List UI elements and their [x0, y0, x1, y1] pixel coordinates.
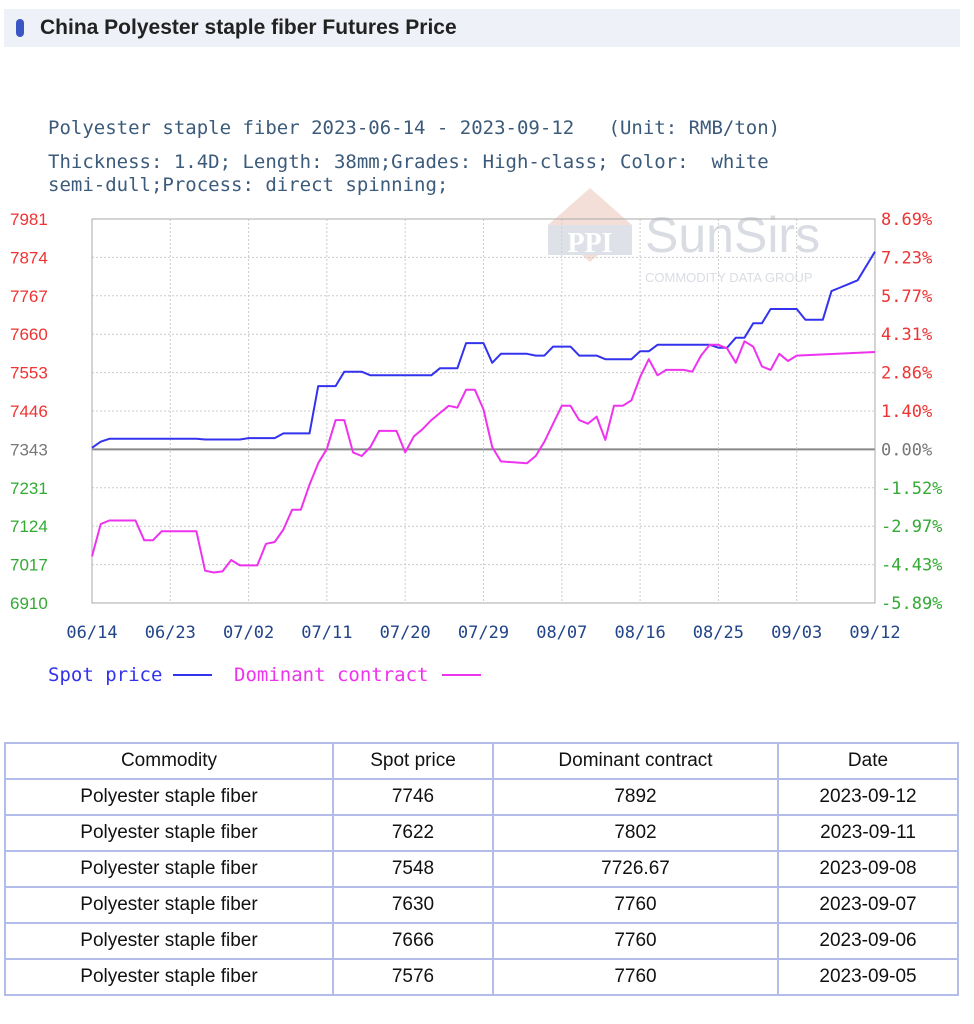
y-right-tick-label: -2.97% [881, 517, 942, 537]
sunsirs-watermark: PPI SunSirs COMMODITY DATA GROUP [548, 188, 820, 285]
axis-ticks: 7981 8.69% 7874 7.23% 7767 5.77% 7660 4.31% 7553… [10, 210, 942, 643]
y-right-tick-label: 2.86% [881, 364, 932, 384]
y-left-tick-label: 7660 [10, 325, 48, 344]
watermark-subtext: COMMODITY DATA GROUP [645, 270, 813, 285]
y-left-tick-label: 7231 [10, 479, 48, 498]
cell-date: 2023-09-08 [777, 850, 959, 888]
x-tick-label: 07/11 [301, 623, 352, 643]
cell-commodity: Polyester staple fiber [4, 922, 334, 960]
chart-legend: Spot price Dominant contract [48, 664, 481, 686]
x-tick-label: 08/25 [693, 623, 744, 643]
y-left-tick-label: 7446 [10, 402, 48, 421]
y-right-tick-label: 5.77% [881, 287, 932, 307]
x-tick-label: 09/03 [771, 623, 822, 643]
y-left-tick-label: 7874 [10, 248, 48, 267]
table-row: Polyester staple fiber 7622 7802 2023-09… [4, 814, 959, 852]
cell-date: 2023-09-07 [777, 886, 959, 924]
y-left-tick-label: 7343 [10, 440, 48, 459]
cell-commodity: Polyester staple fiber [4, 778, 334, 816]
cell-spot-price: 7548 [332, 850, 494, 888]
y-right-tick-label: 7.23% [881, 248, 932, 268]
cell-spot-price: 7622 [332, 814, 494, 852]
y-left-tick-label: 7124 [10, 517, 48, 536]
cell-date: 2023-09-05 [777, 958, 959, 996]
cell-spot-price: 7630 [332, 886, 494, 924]
y-right-tick-label: 1.40% [881, 402, 932, 422]
cell-commodity: Polyester staple fiber [4, 958, 334, 996]
y-right-tick-label: 0.00% [881, 440, 932, 460]
page-header: China Polyester staple fiber Futures Pri… [4, 9, 960, 47]
legend-label-dominant-contract: Dominant contract [234, 664, 428, 686]
y-right-tick-label: 8.69% [881, 210, 932, 230]
chart-series [91, 251, 876, 574]
table-row: Polyester staple fiber 7548 7726.67 2023… [4, 850, 959, 888]
x-tick-label: 06/23 [145, 623, 196, 643]
cell-date: 2023-09-11 [777, 814, 959, 852]
cell-commodity: Polyester staple fiber [4, 850, 334, 888]
table-row: Polyester staple fiber 7746 7892 2023-09… [4, 778, 959, 816]
table-header-dominant-contract: Dominant contract [492, 742, 779, 780]
y-left-tick-label: 6910 [10, 594, 48, 613]
x-tick-label: 07/02 [223, 623, 274, 643]
watermark-diamond-icon [548, 188, 632, 262]
page-title: China Polyester staple fiber Futures Pri… [40, 16, 457, 39]
cell-date: 2023-09-12 [777, 778, 959, 816]
series-line-spot-price [91, 251, 876, 449]
cell-commodity: Polyester staple fiber [4, 886, 334, 924]
cell-dominant-contract: 7802 [492, 814, 779, 852]
x-tick-label: 09/12 [849, 623, 900, 643]
y-left-tick-label: 7553 [10, 364, 48, 383]
table-header-row: Commodity Spot price Dominant contract D… [4, 742, 959, 780]
cell-dominant-contract: 7760 [492, 922, 779, 960]
series-line-dominant-contract [91, 340, 876, 574]
x-tick-label: 08/16 [615, 623, 666, 643]
cell-commodity: Polyester staple fiber [4, 814, 334, 852]
x-tick-label: 06/14 [66, 623, 117, 643]
chart-subtitle-line-1: Thickness: 1.4D; Length: 38mm;Grades: Hi… [48, 151, 769, 173]
y-left-tick-label: 7017 [10, 556, 48, 575]
watermark-logo-text: PPI [567, 228, 612, 259]
chart-subtitle-line-2: semi-dull;Process: direct spinning; [48, 174, 448, 196]
cell-spot-price: 7576 [332, 958, 494, 996]
table-row: Polyester staple fiber 7576 7760 2023-09… [4, 958, 959, 996]
watermark-brand-text: SunSirs [645, 207, 820, 263]
table-row: Polyester staple fiber 7630 7760 2023-09… [4, 886, 959, 924]
price-chart: PPI SunSirs COMMODITY DATA GROUP Polyest… [0, 100, 974, 700]
x-tick-label: 07/29 [458, 623, 509, 643]
cell-date: 2023-09-06 [777, 922, 959, 960]
y-left-tick-label: 7767 [10, 287, 48, 306]
y-left-tick-label: 7981 [10, 210, 48, 229]
cell-dominant-contract: 7726.67 [492, 850, 779, 888]
cell-dominant-contract: 7892 [492, 778, 779, 816]
cell-dominant-contract: 7760 [492, 958, 779, 996]
cell-spot-price: 7666 [332, 922, 494, 960]
table-header-date: Date [777, 742, 959, 780]
y-right-tick-label: -1.52% [881, 479, 942, 499]
cell-dominant-contract: 7760 [492, 886, 779, 924]
cell-spot-price: 7746 [332, 778, 494, 816]
legend-label-spot-price: Spot price [48, 664, 162, 686]
x-tick-label: 07/20 [380, 623, 431, 643]
table-header-spot-price: Spot price [332, 742, 494, 780]
chart-title: Polyester staple fiber 2023-06-14 - 2023… [48, 117, 780, 139]
x-tick-label: 08/07 [536, 623, 587, 643]
price-table: Commodity Spot price Dominant contract D… [4, 742, 959, 996]
plot-frame [91, 218, 876, 604]
chart-canvas: PPI SunSirs COMMODITY DATA GROUP Polyest… [10, 117, 942, 686]
header-accent-bar [16, 19, 24, 37]
y-right-tick-label: -5.89% [881, 594, 942, 614]
table-row: Polyester staple fiber 7666 7760 2023-09… [4, 922, 959, 960]
table-header-commodity: Commodity [4, 742, 334, 780]
y-right-tick-label: 4.31% [881, 325, 932, 345]
y-right-tick-label: -4.43% [881, 556, 942, 576]
